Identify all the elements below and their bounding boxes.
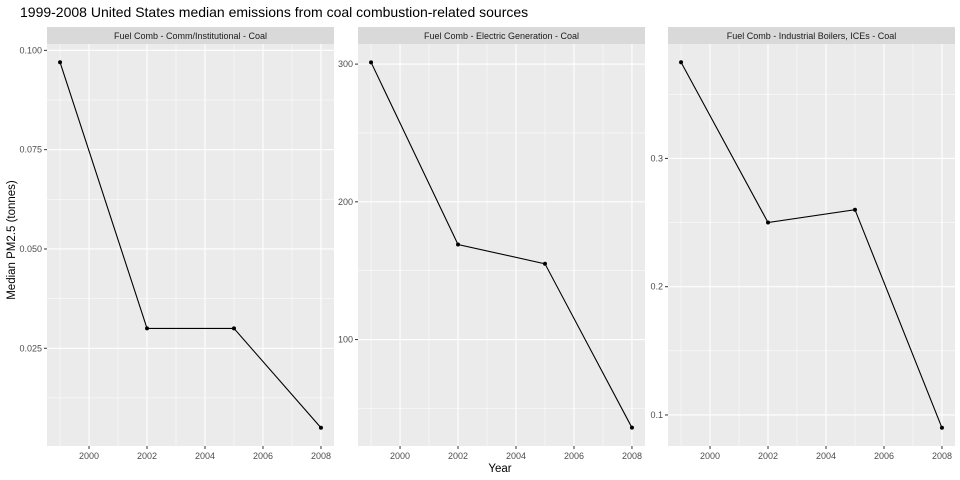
chart-title: 1999-2008 United States median emissions… (20, 4, 529, 20)
data-point (58, 60, 63, 65)
facet-strip-label: Fuel Comb - Comm/Institutional - Coal (114, 31, 267, 41)
panel-background (358, 44, 645, 446)
series-line (370, 62, 633, 428)
x-tick-label: 2006 (253, 451, 273, 461)
y-tick-label: 0.1 (650, 410, 663, 420)
data-point (852, 207, 857, 212)
x-tick-label: 2008 (311, 451, 331, 461)
panel-background (668, 44, 955, 446)
x-tick-label: 2004 (816, 451, 836, 461)
panel-background (47, 44, 334, 446)
y-tick-label: 300 (338, 59, 353, 69)
data-point (456, 242, 461, 247)
x-tick-label: 2004 (195, 451, 215, 461)
y-tick-label: 0.100 (19, 45, 42, 55)
y-tick-label: 0.025 (19, 343, 42, 353)
y-tick-label: 0.075 (19, 145, 42, 155)
x-tick-label: 2000 (79, 451, 99, 461)
facet-strip (47, 27, 334, 44)
data-point (231, 326, 236, 331)
x-tick-label: 2008 (622, 451, 642, 461)
facet-strip-label: Fuel Comb - Industrial Boilers, ICEs - C… (727, 31, 897, 41)
data-point (318, 425, 323, 430)
data-point (145, 326, 150, 331)
data-point (679, 60, 684, 65)
data-point (939, 425, 944, 430)
x-tick-label: 2004 (506, 451, 526, 461)
facet-strip (668, 27, 955, 44)
x-axis-label: Year (488, 463, 512, 475)
series-line (59, 62, 322, 429)
x-tick-label: 2002 (137, 451, 157, 461)
facet-panel-2: Fuel Comb - Electric Generation - Coal 20… (338, 27, 645, 461)
x-tick-label: 2000 (390, 451, 410, 461)
x-tick-label: 2002 (758, 451, 778, 461)
y-tick-label: 0.2 (650, 282, 663, 292)
x-tick-label: 2000 (700, 451, 720, 461)
facet-panel-3: Fuel Comb - Industrial Boilers, ICEs - C… (650, 27, 955, 461)
facet-strip-label: Fuel Comb - Electric Generation - Coal (424, 31, 579, 41)
x-tick-label: 2008 (932, 451, 952, 461)
y-tick-label: 0.3 (650, 153, 663, 163)
y-tick-label: 0.050 (19, 244, 42, 254)
x-tick-label: 2006 (874, 451, 894, 461)
data-point (542, 261, 547, 266)
y-tick-label: 200 (338, 197, 353, 207)
data-point (629, 425, 634, 430)
x-tick-label: 2002 (448, 451, 468, 461)
data-point (369, 60, 374, 65)
data-point (766, 220, 771, 225)
y-tick-label: 100 (338, 335, 353, 345)
facet-strip (358, 27, 645, 44)
x-tick-label: 2006 (564, 451, 584, 461)
facet-panel-1: Fuel Comb - Comm/Institutional - Coal 200… (19, 27, 334, 461)
series-line (680, 61, 943, 428)
